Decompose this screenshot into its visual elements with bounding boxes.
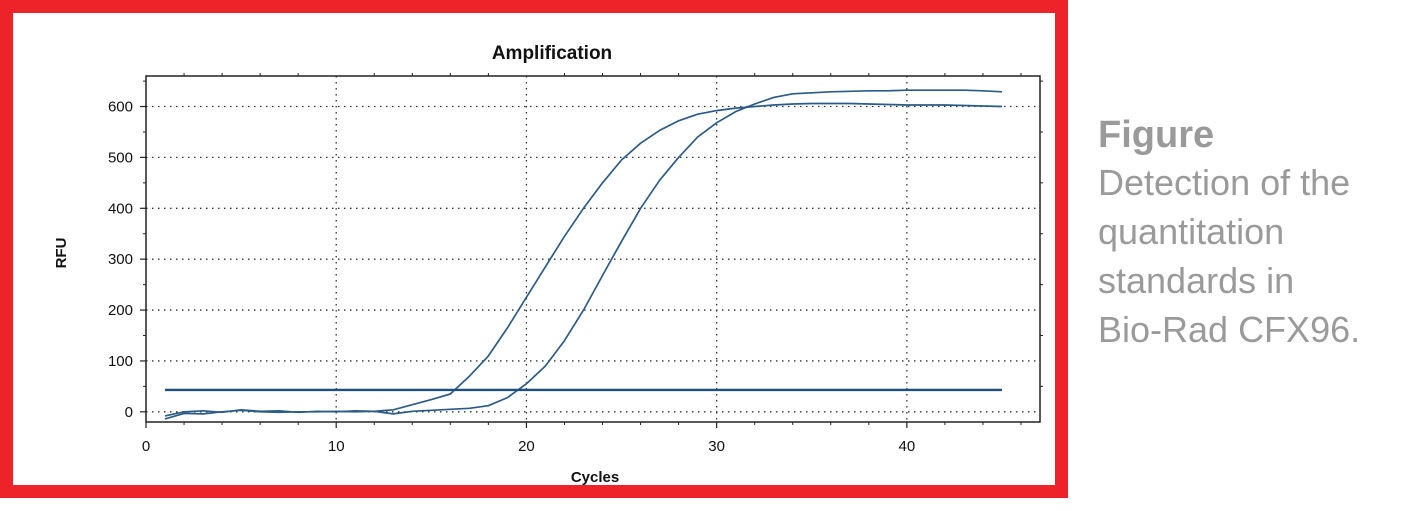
chart-title: Amplification bbox=[492, 43, 612, 64]
y-axis-label: RFU bbox=[53, 238, 70, 269]
y-tick-label: 600 bbox=[108, 99, 133, 116]
grid-lines bbox=[146, 76, 1040, 422]
x-tick-label: 10 bbox=[328, 438, 345, 455]
plot-area-border bbox=[145, 75, 1041, 423]
y-tick-label: 200 bbox=[108, 302, 133, 319]
x-tick-label: 0 bbox=[142, 438, 150, 455]
series-lines bbox=[164, 89, 1003, 420]
x-tick-label: 20 bbox=[518, 438, 535, 455]
amplification-chart: Amplification 0 10 20 30 4001002003004005006… bbox=[53, 43, 1043, 486]
caption-line: Bio-Rad CFX96. bbox=[1098, 309, 1361, 350]
y-tick-label: 500 bbox=[108, 149, 133, 166]
figure-caption: Figure Detection of the quantitation sta… bbox=[1098, 112, 1418, 354]
x-axis-label: Cycles bbox=[571, 469, 619, 486]
amplification-curve-2 bbox=[164, 89, 1003, 420]
x-tick-label: 30 bbox=[708, 438, 725, 455]
y-tick-label: 0 bbox=[125, 404, 133, 421]
caption-line: Detection of the bbox=[1098, 162, 1351, 203]
caption-title: Figure bbox=[1098, 114, 1215, 156]
y-tick-label: 300 bbox=[108, 251, 133, 268]
caption-line: standards in bbox=[1098, 260, 1295, 301]
y-tick-label: 100 bbox=[108, 353, 133, 370]
y-tick-label: 400 bbox=[108, 200, 133, 217]
x-tick-label: 40 bbox=[899, 438, 916, 455]
caption-line: quantitation bbox=[1098, 211, 1285, 252]
chart-frame: Amplification 0 10 20 30 40 0 100 200 300 400 500 6… bbox=[0, 0, 1068, 498]
